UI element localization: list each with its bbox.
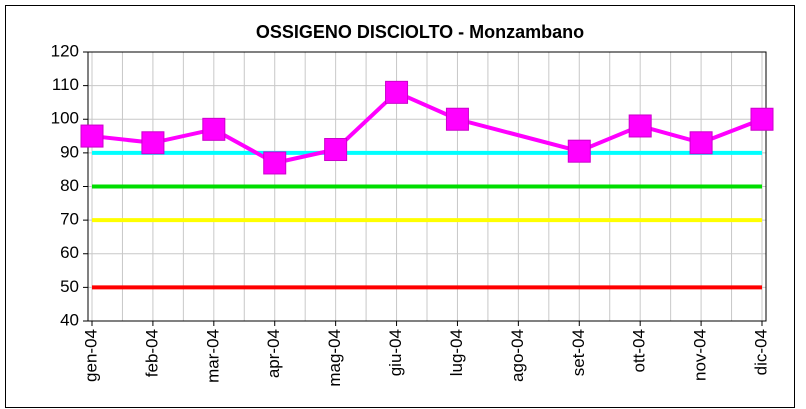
x-tick-label: set-04 (569, 329, 588, 376)
y-tick-label: 90 (60, 142, 79, 161)
x-tick-label: nov-04 (691, 329, 710, 381)
marker (263, 151, 287, 175)
y-tick-label: 40 (60, 310, 79, 329)
marker (567, 139, 591, 163)
x-tick-label: feb-04 (142, 329, 161, 377)
marker (324, 138, 348, 162)
marker (202, 117, 226, 141)
x-tick-label: apr-04 (264, 329, 283, 378)
plot-area (87, 51, 767, 322)
series-connector (456, 117, 580, 154)
chart-title: OSSIGENO DISCIOLTO - Monzambano (256, 22, 584, 42)
x-tick-label: ago-04 (508, 329, 527, 382)
y-tick-label: 110 (52, 75, 79, 94)
y-tick-label: 120 (51, 41, 79, 60)
x-tick-label: gen-04 (81, 329, 100, 382)
y-tick-label: 80 (60, 176, 79, 195)
marker (628, 114, 652, 138)
x-tick-label: mag-04 (325, 329, 344, 387)
x-tick-label: dic-04 (751, 329, 770, 375)
series-line (578, 117, 763, 154)
marker (141, 131, 165, 155)
marker (80, 124, 104, 148)
y-tick-label: 60 (60, 243, 79, 262)
y-tick-label: 70 (60, 210, 79, 229)
y-tick-label: 50 (60, 277, 79, 296)
marker (385, 80, 409, 104)
x-tick-label: lug-04 (447, 329, 466, 376)
y-tick-label: 100 (51, 109, 79, 128)
marker (689, 131, 713, 155)
x-tick-label: mar-04 (203, 329, 222, 383)
x-tick-label: ott-04 (630, 329, 649, 372)
marker (750, 107, 774, 131)
marker (445, 107, 469, 131)
x-tick-label: giu-04 (386, 329, 405, 376)
chart-frame (5, 5, 795, 408)
